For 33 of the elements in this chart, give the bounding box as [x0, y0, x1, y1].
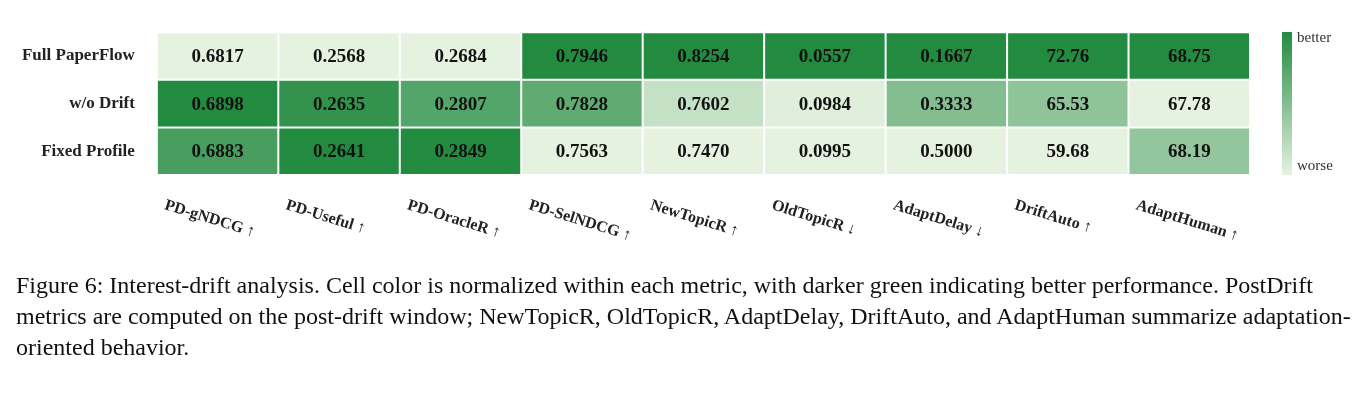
caption: Figure 6: Interest-drift analysis. Cell color is normalized within each metric, with darker green indicating better performance. PostDrift metrics are computed on the post-drift window; NewTopicR, OldTopicR, AdaptDelay, DriftAuto, and AdaptHuman summarize adaptation-oriented behavior. [15, 271, 1352, 362]
y-tick-label: w/o Drift [69, 92, 136, 112]
data-label: 0.2849 [434, 140, 487, 162]
data-label: 0.0995 [798, 140, 852, 162]
data-label: 0.2568 [312, 44, 366, 66]
data-label: 0.7563 [555, 140, 609, 162]
data-label: 0.7946 [555, 44, 609, 66]
data-label: 0.2641 [312, 140, 366, 162]
data-label: 59.68 [1046, 140, 1090, 162]
data-label: 0.6883 [191, 140, 244, 162]
data-label: 67.78 [1167, 92, 1211, 114]
data-label: 0.7602 [677, 92, 730, 114]
data-label: 0.0557 [798, 44, 852, 66]
data-label: 68.19 [1167, 140, 1211, 162]
data-label: 65.53 [1046, 92, 1090, 114]
y-tick-label: Full PaperFlow [21, 45, 136, 65]
data-label: 0.8254 [677, 44, 731, 66]
text: better [1297, 29, 1332, 46]
data-label: 68.75 [1167, 44, 1211, 66]
y-tick-label: Fixed Profile [41, 140, 136, 160]
data-label: 0.7828 [555, 92, 609, 114]
text: worse [1297, 157, 1333, 174]
data-label: 0.2807 [434, 92, 488, 114]
data-label: 0.6898 [191, 92, 244, 114]
data-label: 0.6817 [191, 44, 245, 66]
data-label: 72.76 [1046, 44, 1090, 66]
data-label: 0.3333 [920, 92, 973, 114]
data-label: 0.0984 [798, 92, 852, 114]
data-label: 0.2684 [434, 44, 488, 66]
data-label: 0.1667 [920, 44, 973, 66]
data-label: 0.5000 [920, 140, 973, 162]
data-label: 0.2635 [312, 92, 366, 114]
data-label: 0.7470 [677, 140, 730, 162]
